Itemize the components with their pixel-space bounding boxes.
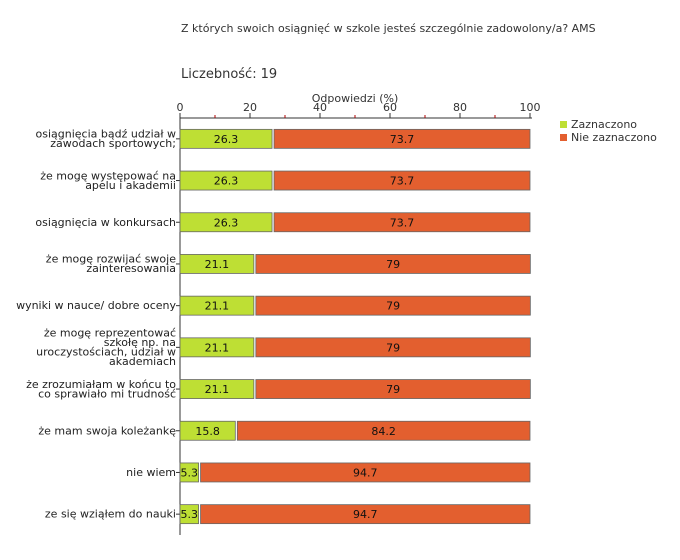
bar-value-not-selected: 73.7 — [390, 133, 415, 146]
x-tick-label: 20 — [243, 101, 257, 114]
bar-value-not-selected: 79 — [386, 341, 400, 354]
category-label-line: że mogę rozwijać swoje — [46, 253, 176, 266]
category-label-line: co sprawiało mi trudność — [38, 387, 176, 400]
bar-value-not-selected: 79 — [386, 258, 400, 271]
category-label: że zrozumiałam w końcu to co sprawiało mi… — [26, 378, 176, 401]
bar-value-not-selected: 94.7 — [353, 466, 378, 479]
category-label: że mogę reprezentować szkołę np. na uroczy… — [36, 327, 176, 369]
bar-selected — [179, 379, 255, 399]
category-label-line: zainteresowania — [86, 262, 176, 275]
bar-not-selected — [200, 504, 531, 525]
bar-value-not-selected: 84.2 — [371, 425, 396, 438]
bar-not-selected — [273, 128, 531, 149]
bar-value-selected: 21.1 — [205, 300, 230, 313]
bar-value-not-selected: 73.7 — [390, 175, 415, 188]
bar-not-selected — [255, 379, 531, 399]
category-label-line: że zrozumiałam w końcu to — [26, 378, 176, 391]
bar-value-not-selected: 79 — [386, 383, 400, 396]
bar-value-selected: 26.3 — [214, 175, 239, 188]
x-tick-label: 60 — [383, 101, 397, 114]
bar-not-selected — [236, 420, 531, 441]
bar-value-selected: 5.3 — [181, 466, 199, 479]
legend-swatch-not-selected — [560, 134, 567, 141]
category-label-line: osiągnięcia w konkursach — [35, 216, 176, 229]
legend-item-selected: Zaznaczono — [560, 118, 657, 131]
sample-size-label: Liczebność: — [181, 67, 257, 82]
category-label: że mogę rozwijać swoje zainteresowania — [46, 253, 176, 276]
bar-selected — [179, 212, 273, 233]
category-label: ze się wziąłem do nauki — [45, 508, 176, 521]
x-tick-label: 80 — [453, 101, 467, 114]
bar-value-selected: 5.3 — [181, 508, 199, 521]
bar-not-selected — [273, 212, 531, 233]
category-label-line: że mogę występować na — [40, 169, 176, 182]
category-label: nie wiem — [126, 466, 176, 479]
legend-label-not-selected: Nie zaznaczono — [571, 131, 657, 144]
legend: Zaznaczono Nie zaznaczono — [560, 118, 657, 144]
sample-size-value: 19 — [260, 67, 278, 82]
bar-not-selected — [255, 254, 531, 274]
category-label-line: akademiach — [109, 355, 176, 368]
category-label: że mam swoja koleżankę — [38, 424, 176, 437]
question-title: Z których swoich osiągnięć w szkole jest… — [181, 22, 596, 35]
category-label: wyniki w nauce/ dobre oceny — [16, 299, 176, 312]
bar-selected — [179, 504, 199, 525]
bar-not-selected — [273, 170, 531, 191]
category-label-line: że mam swoja koleżankę — [38, 424, 176, 437]
bar-value-selected: 15.8 — [195, 425, 220, 438]
legend-swatch-selected — [560, 121, 567, 128]
category-label-line: nie wiem — [126, 466, 176, 479]
x-tick-label: 0 — [177, 101, 184, 114]
category-label-line: że mogę reprezentować — [44, 327, 176, 340]
category-label-line: osiągnięcia bądź udział w — [36, 128, 177, 141]
bar-value-selected: 21.1 — [205, 383, 230, 396]
bar-value-selected: 21.1 — [205, 341, 230, 354]
bar-selected — [179, 254, 255, 274]
bar-value-not-selected: 94.7 — [353, 508, 378, 521]
category-label-line: ze się wziąłem do nauki — [45, 508, 176, 521]
bar-selected — [179, 420, 236, 441]
sample-size: Liczebność: 19 — [181, 67, 277, 82]
bar-value-selected: 26.3 — [214, 216, 239, 229]
bar-selected — [179, 128, 273, 149]
bar-selected — [179, 337, 255, 358]
category-label: że mogę występować na apelu i akademii — [40, 169, 176, 192]
legend-label-selected: Zaznaczono — [571, 118, 638, 131]
x-tick-label: 100 — [520, 101, 541, 114]
legend-item-not-selected: Nie zaznaczono — [560, 131, 657, 144]
category-label-line: uroczystościach, udział w — [36, 346, 176, 359]
category-label-line: szkołę np. na — [104, 336, 176, 349]
bar-selected — [179, 170, 273, 191]
bar-not-selected — [255, 295, 531, 316]
bar-value-selected: 26.3 — [214, 133, 239, 146]
x-axis-title: Odpowiedzi (%) — [312, 92, 399, 105]
bar-not-selected — [200, 462, 531, 483]
bar-value-not-selected: 79 — [386, 300, 400, 313]
bar-value-not-selected: 73.7 — [390, 216, 415, 229]
bar-selected — [179, 295, 255, 316]
x-tick-label: 40 — [313, 101, 327, 114]
category-label-line: wyniki w nauce/ dobre oceny — [16, 299, 176, 312]
bar-value-selected: 21.1 — [205, 258, 230, 271]
category-label-line: apelu i akademii — [85, 179, 176, 192]
bar-not-selected — [255, 337, 531, 358]
category-label: osiągnięcia w konkursach — [35, 216, 176, 229]
category-label: osiągnięcia bądź udział w zawodach sporto… — [36, 128, 177, 151]
category-label-line: zawodach sportowych; — [50, 137, 176, 150]
bar-selected — [179, 462, 199, 483]
